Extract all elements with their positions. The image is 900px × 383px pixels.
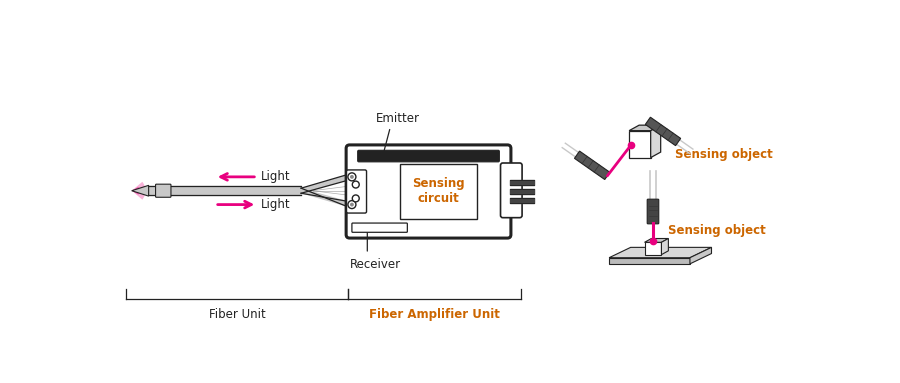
Circle shape — [352, 195, 359, 202]
Polygon shape — [629, 125, 661, 131]
FancyBboxPatch shape — [346, 145, 511, 238]
FancyBboxPatch shape — [400, 164, 477, 219]
Wedge shape — [131, 182, 146, 200]
Circle shape — [348, 173, 356, 181]
Text: Receiver: Receiver — [349, 258, 400, 271]
Polygon shape — [644, 242, 662, 255]
Circle shape — [350, 175, 354, 179]
Polygon shape — [690, 247, 712, 264]
FancyBboxPatch shape — [346, 170, 366, 213]
Text: Emitter: Emitter — [376, 112, 420, 125]
Polygon shape — [662, 239, 669, 255]
FancyBboxPatch shape — [647, 199, 659, 224]
Polygon shape — [645, 117, 680, 146]
FancyBboxPatch shape — [500, 163, 522, 218]
Polygon shape — [302, 188, 349, 208]
Text: Sensing
circuit: Sensing circuit — [412, 177, 464, 206]
Text: Sensing object: Sensing object — [668, 224, 765, 237]
Polygon shape — [644, 239, 669, 242]
Wedge shape — [131, 187, 140, 195]
Polygon shape — [629, 131, 651, 158]
Text: Fiber Unit: Fiber Unit — [209, 308, 266, 321]
Polygon shape — [574, 151, 610, 180]
Text: Light: Light — [261, 170, 291, 183]
FancyBboxPatch shape — [156, 184, 171, 197]
Polygon shape — [302, 174, 349, 193]
Polygon shape — [609, 258, 690, 264]
FancyBboxPatch shape — [357, 150, 500, 162]
Text: Fiber Amplifier Unit: Fiber Amplifier Unit — [369, 308, 500, 321]
Polygon shape — [651, 125, 661, 158]
FancyBboxPatch shape — [352, 223, 408, 232]
Polygon shape — [609, 247, 712, 258]
Circle shape — [348, 201, 356, 209]
Text: Light: Light — [261, 198, 291, 211]
Circle shape — [352, 181, 359, 188]
Circle shape — [350, 203, 354, 206]
Polygon shape — [131, 185, 149, 196]
Text: Sensing object: Sensing object — [675, 148, 773, 161]
